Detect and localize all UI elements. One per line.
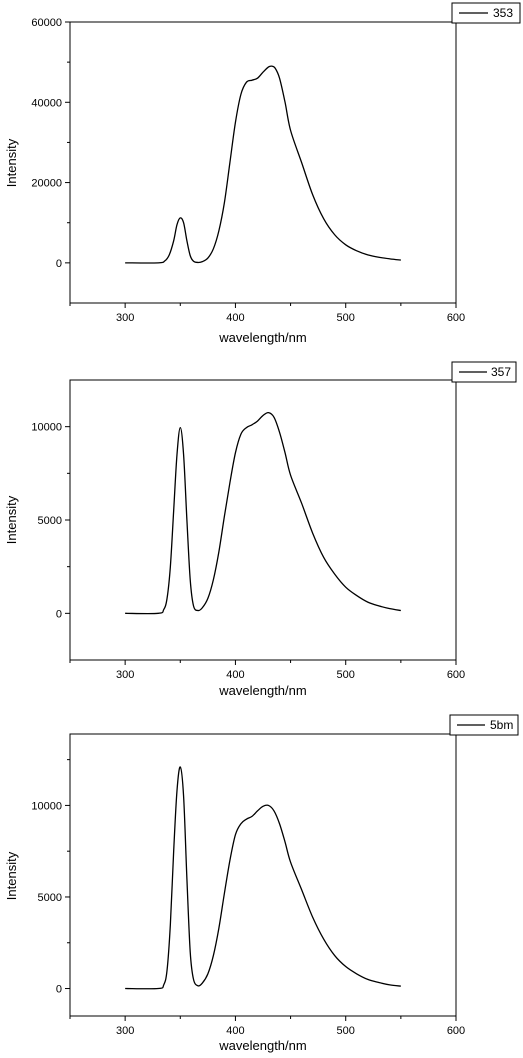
spectrum-chart-353: 300 400 500 600 0 20000 40000 60000 353 wavelen… [0, 0, 523, 352]
legend: 5bm [449, 714, 519, 736]
series-line-5bm [125, 766, 401, 990]
y-tick-label: 0 [56, 258, 62, 270]
series-line-357 [125, 411, 401, 615]
x-tick-label: 400 [226, 669, 244, 681]
chart-svg: 300 400 500 600 0 5000 10000 5bm wavelength/nm… [4, 714, 519, 1053]
series-layer [125, 411, 401, 615]
x-axis-label: wavelength/nm [218, 330, 306, 345]
ticks-layer: 300 400 500 600 0 5000 10000 [31, 422, 465, 681]
ticks-layer: 300 400 500 600 0 20000 40000 60000 [31, 17, 465, 324]
series-layer [125, 766, 401, 990]
x-tick-label: 500 [337, 312, 355, 324]
y-tick-label: 5000 [38, 515, 62, 527]
y-axis-label: Intensity [4, 851, 19, 900]
x-tick-label: 600 [447, 669, 465, 681]
x-tick-label: 500 [337, 669, 355, 681]
x-tick-label: 600 [447, 1025, 465, 1037]
chart-svg: 300 400 500 600 0 5000 10000 357 wavelength/nm… [4, 361, 517, 698]
spectrum-chart-357: 300 400 500 600 0 5000 10000 357 wavelength/nm… [0, 352, 523, 706]
x-tick-label: 300 [116, 669, 134, 681]
chart-svg: 300 400 500 600 0 20000 40000 60000 353 wavelen… [4, 2, 521, 345]
x-axis-label: wavelength/nm [218, 1038, 306, 1053]
plot-frame [69, 733, 457, 1017]
x-tick-label: 400 [226, 1025, 244, 1037]
legend-label: 5bm [490, 718, 513, 732]
y-tick-label: 0 [56, 984, 62, 996]
legend: 357 [451, 361, 517, 383]
x-tick-label: 300 [116, 1025, 134, 1037]
y-axis-label: Intensity [4, 495, 19, 544]
series-layer [125, 65, 401, 264]
x-tick-label: 300 [116, 312, 134, 324]
y-tick-label: 40000 [31, 97, 62, 109]
y-tick-label: 60000 [31, 17, 62, 29]
y-tick-label: 5000 [38, 892, 62, 904]
legend: 353 [451, 2, 521, 24]
plot-frame [69, 379, 457, 661]
series-line-353 [125, 65, 401, 264]
ticks-layer: 300 400 500 600 0 5000 10000 [31, 759, 465, 1037]
y-axis-label: Intensity [4, 138, 19, 187]
x-tick-label: 600 [447, 312, 465, 324]
legend-label: 353 [493, 6, 513, 20]
x-tick-label: 400 [226, 312, 244, 324]
x-tick-label: 500 [337, 1025, 355, 1037]
y-tick-label: 20000 [31, 178, 62, 190]
spectrum-chart-5bm: 300 400 500 600 0 5000 10000 5bm wavelength/nm… [0, 706, 523, 1058]
y-tick-label: 10000 [31, 800, 62, 812]
legend-label: 357 [491, 365, 511, 379]
plot-frame [69, 21, 457, 304]
x-axis-label: wavelength/nm [218, 683, 306, 698]
y-tick-label: 0 [56, 608, 62, 620]
y-tick-label: 10000 [31, 422, 62, 434]
